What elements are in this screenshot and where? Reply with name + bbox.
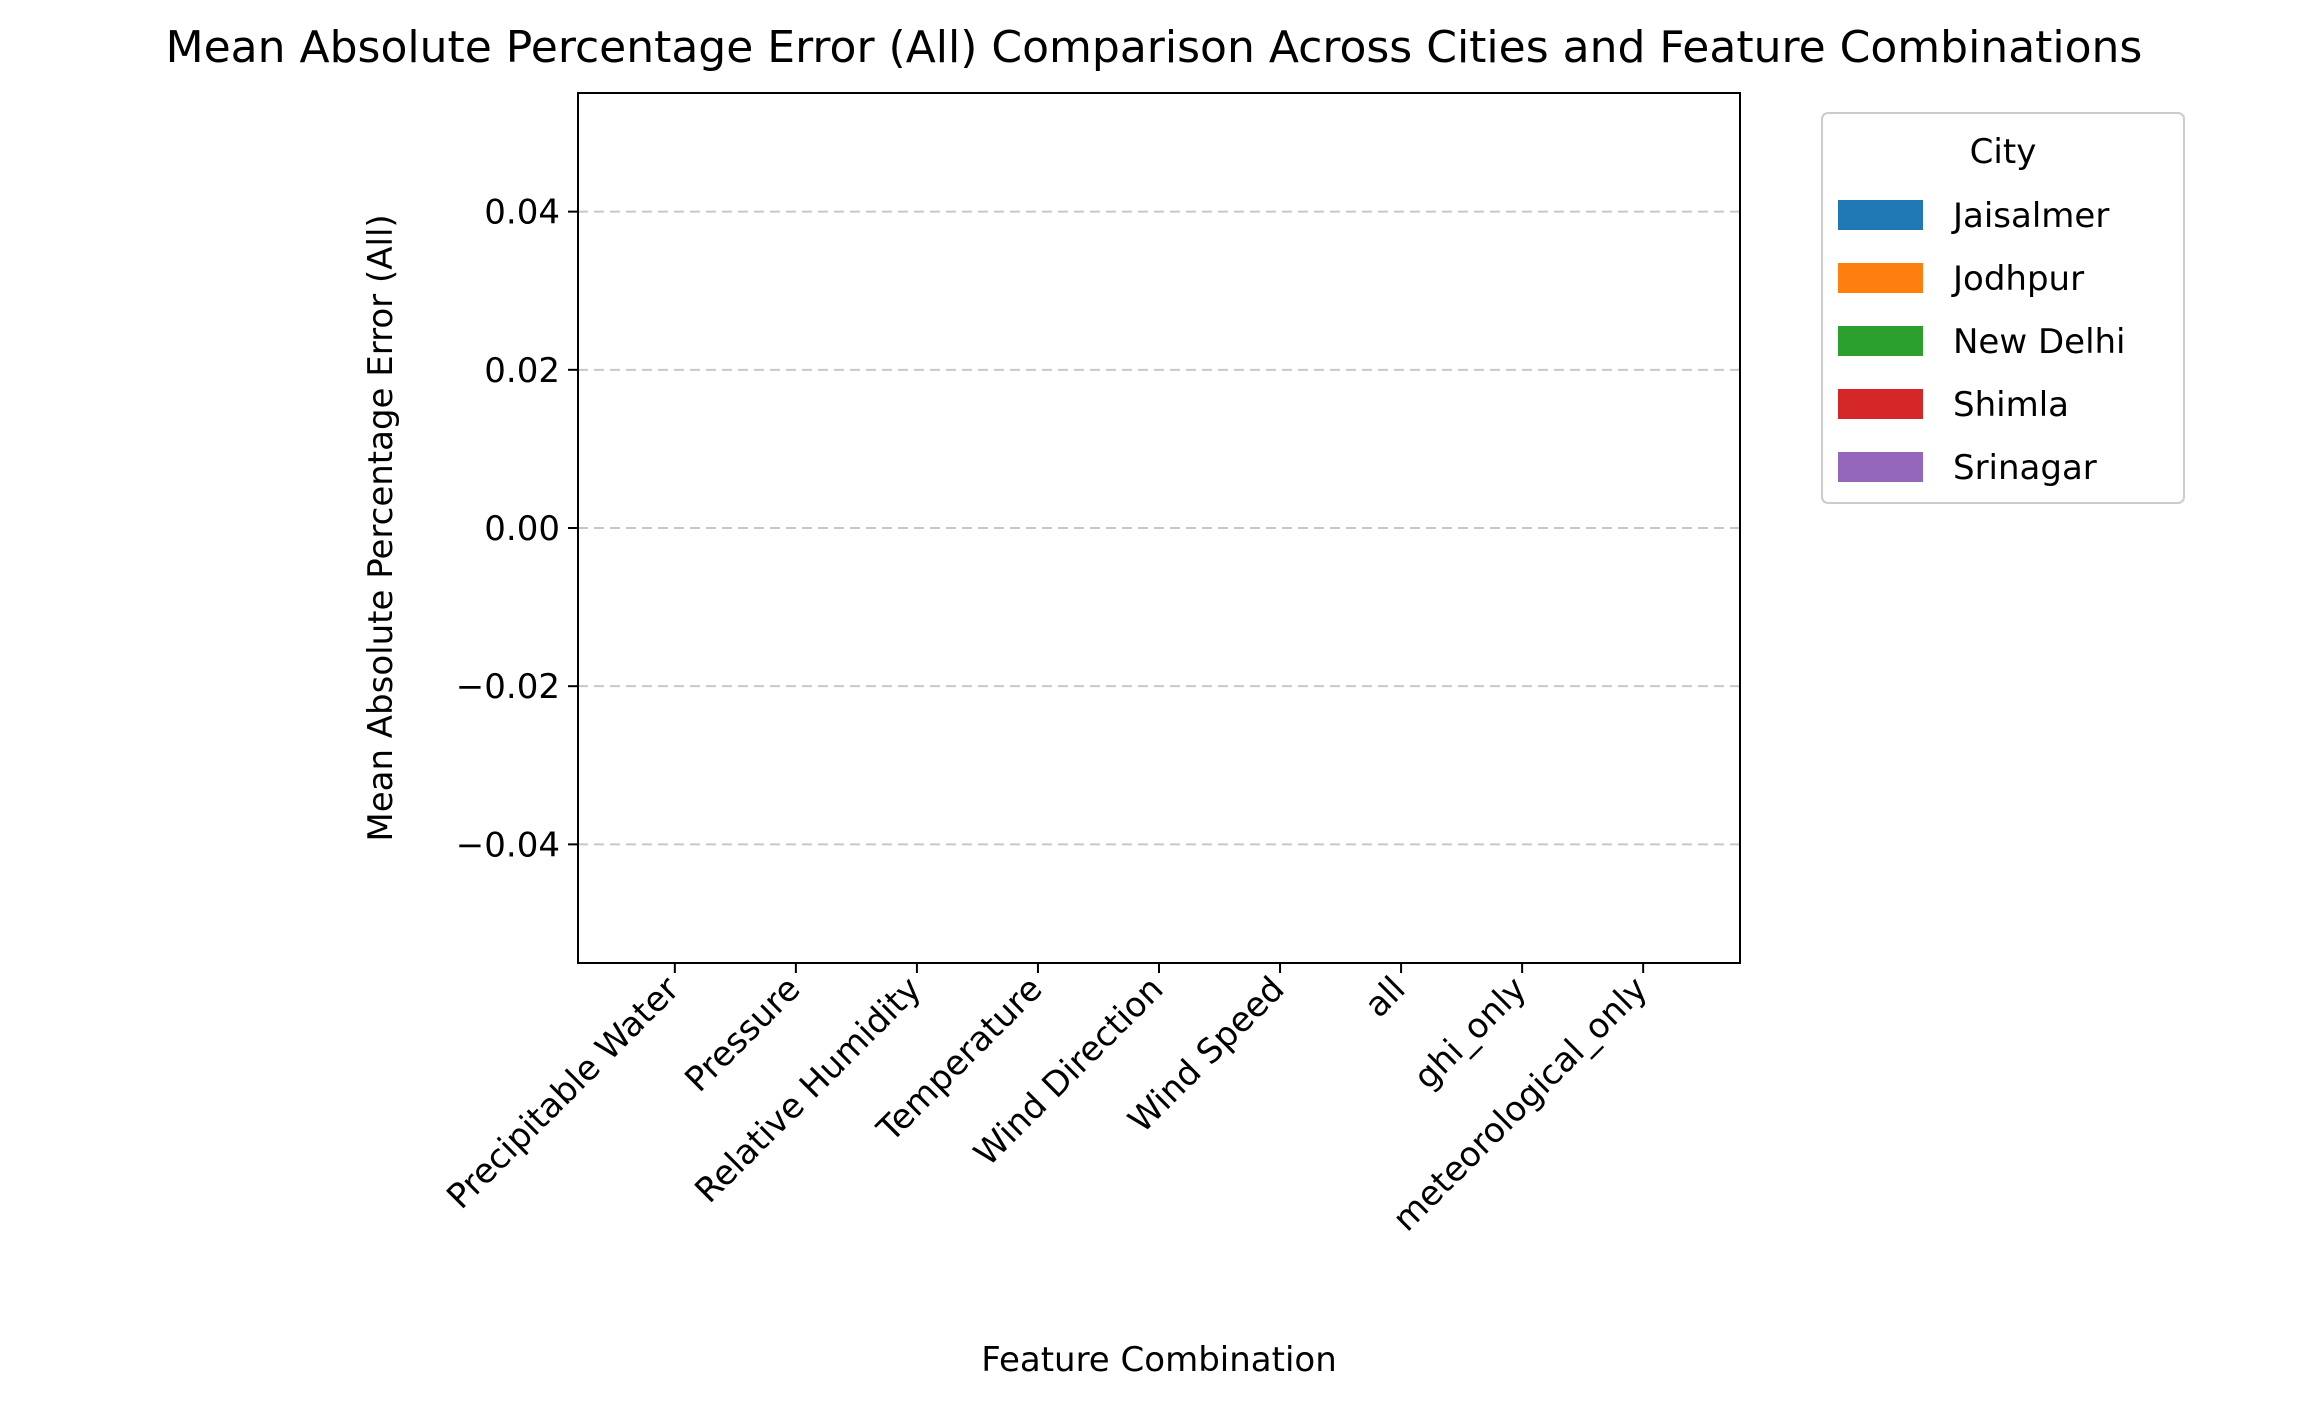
legend-swatch	[1838, 200, 1923, 230]
legend-entry-label: New Delhi	[1953, 322, 2126, 362]
x-tick-label: Relative Humidity	[687, 969, 929, 1211]
y-tick-label: −0.04	[456, 825, 560, 865]
legend-entry-label: Shimla	[1953, 385, 2069, 425]
y-tick-label: 0.00	[484, 509, 560, 549]
legend-swatch	[1838, 263, 1923, 293]
legend-swatch	[1838, 452, 1923, 482]
legend-items: Jaisalmer Jodhpur New Delhi Shimla Srinagar	[1838, 196, 2126, 488]
legend-entry-label: Jodhpur	[1951, 259, 2084, 299]
legend-entry-label: Jaisalmer	[1951, 196, 2109, 236]
legend-entry-label: Srinagar	[1953, 448, 2097, 488]
x-tick-label: all	[1357, 969, 1413, 1025]
legend-title: City	[1970, 132, 2037, 172]
y-axis-label: Mean Absolute Percentage Error (All)	[361, 214, 401, 841]
y-tick-label: 0.02	[484, 351, 560, 391]
x-tick-label: Precipitable Water	[439, 969, 687, 1217]
x-tick-label: ghi_only	[1406, 969, 1534, 1097]
gridlines	[578, 210, 1740, 846]
x-axis-label: Feature Combination	[981, 1340, 1337, 1380]
legend-swatch	[1838, 389, 1923, 419]
legend: City Jaisalmer Jodhpur New Delhi Shimla Srin…	[1821, 112, 2185, 504]
chart-title: Mean Absolute Percentage Error (All) Com…	[166, 22, 2143, 73]
y-axis: 0.04 0.02 0.00 −0.02 −0.04	[456, 193, 578, 865]
y-tick-label: −0.02	[456, 667, 560, 707]
y-tick-label: 0.04	[484, 193, 560, 233]
legend-swatch	[1838, 326, 1923, 356]
